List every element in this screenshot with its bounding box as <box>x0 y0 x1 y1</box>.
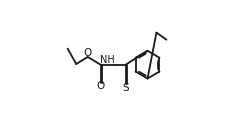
Text: O: O <box>96 81 104 91</box>
Text: O: O <box>83 48 92 58</box>
Text: NH: NH <box>100 55 114 65</box>
Text: S: S <box>122 83 128 93</box>
